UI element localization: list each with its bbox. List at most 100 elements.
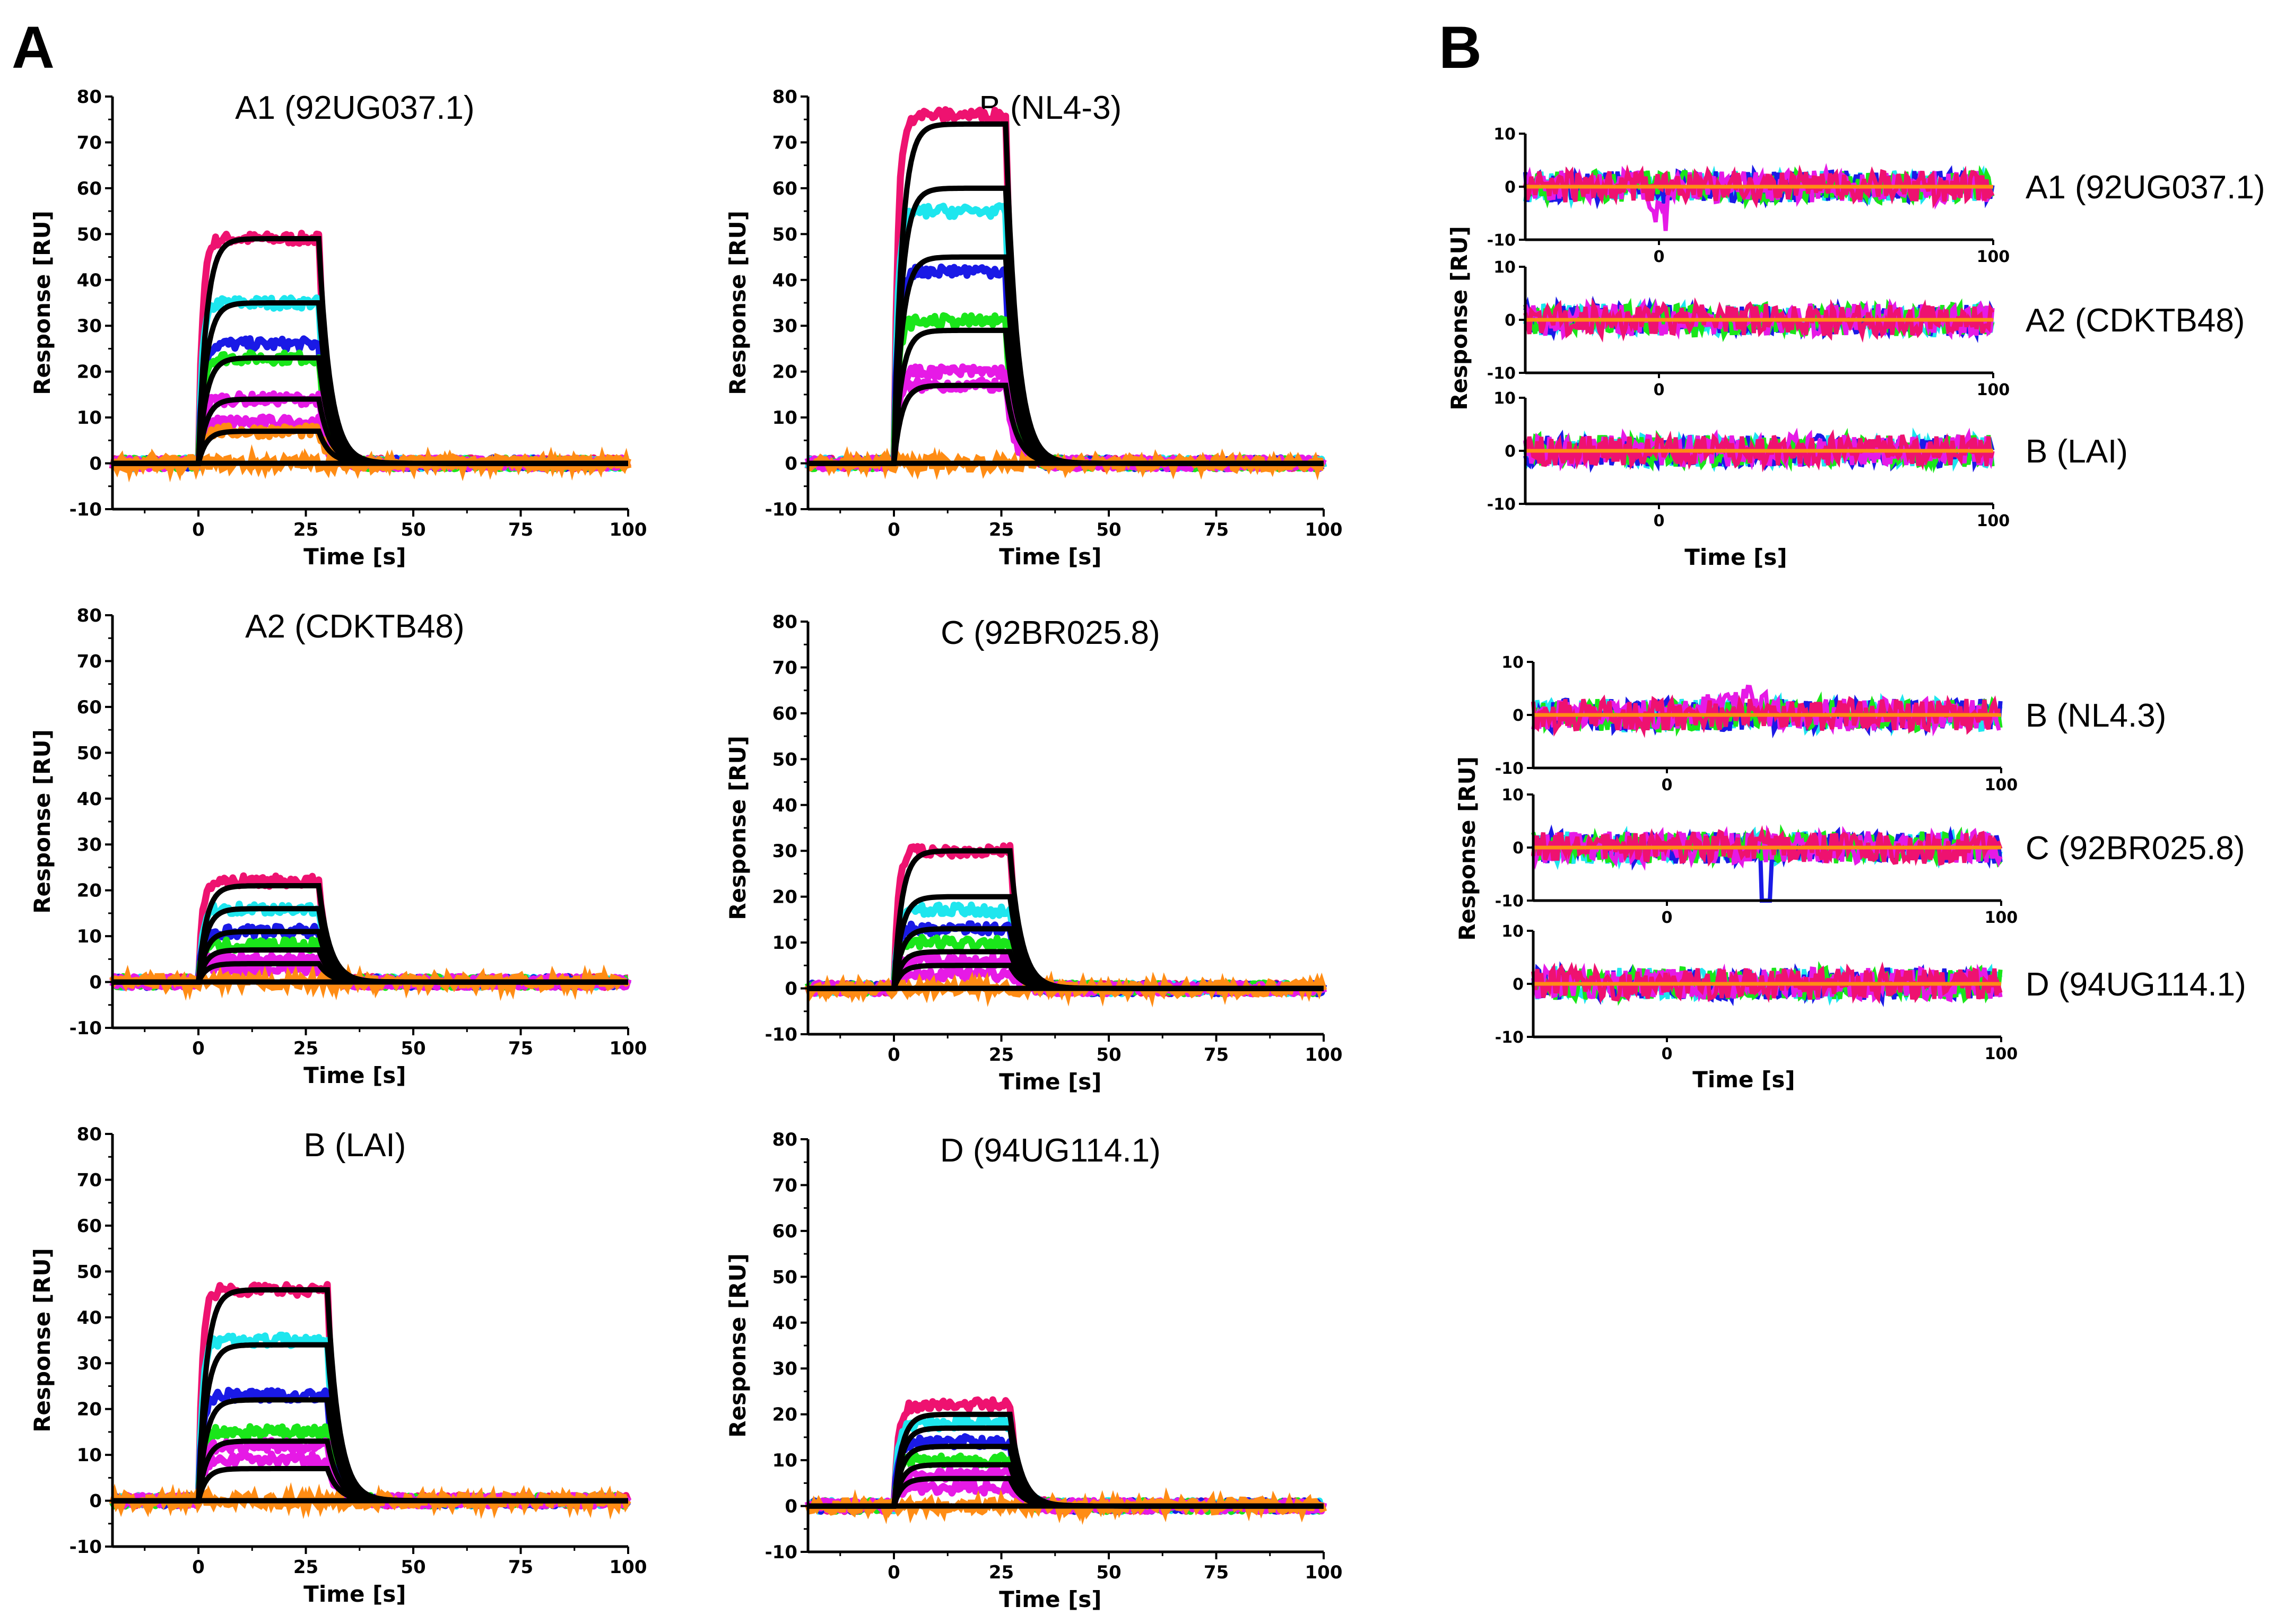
y-tick-label: 70 [772, 1175, 797, 1196]
x-tick-label: 50 [401, 1038, 425, 1059]
y-tick-label: 20 [77, 362, 102, 383]
x-tick-label: 50 [1096, 1044, 1121, 1066]
data-trace [109, 1331, 630, 1510]
chart-A1: A1 (92UG037.1) -10 0 10 20 30 40 50 60 70 80 0 25 50 7… [29, 86, 647, 570]
y-tick-label: 80 [77, 1124, 102, 1145]
x-tick-label: 0 [192, 519, 205, 540]
y-tick-label: 10 [77, 407, 102, 429]
x-tick-label: 25 [293, 1557, 318, 1578]
fit-curve [808, 1425, 1324, 1509]
chart-C: C (92BR025.8) -10 0 10 20 30 40 50 60 70 80 0 25 50 75… [725, 612, 1342, 1095]
y-tick-label: 80 [772, 86, 797, 108]
y-tick-label: -10 [69, 1536, 102, 1558]
fit-curve [112, 236, 628, 466]
x-tick-label: 100 [610, 519, 647, 540]
y-tick-label: 30 [772, 316, 797, 337]
y-tick-label: -10 [1495, 892, 1524, 911]
x-tick-label: 100 [1985, 909, 2018, 927]
x-tick-label: 0 [192, 1557, 205, 1578]
y-tick-label: -10 [69, 1018, 102, 1039]
y-tick-label: 80 [77, 86, 102, 108]
y-tick-label: 10 [772, 1450, 797, 1471]
y-tick-label: 30 [77, 834, 102, 855]
y-tick-label: 80 [77, 605, 102, 626]
y-tick-label: 10 [1501, 653, 1524, 672]
chart-B_LAI: B (LAI) -10 0 10 20 30 40 50 60 70 80 0 25 50 75 100 Tim… [29, 1124, 647, 1607]
y-tick-label: -10 [1495, 759, 1524, 778]
x-tick-label: 100 [1977, 248, 2010, 266]
y-tick-label: 40 [772, 270, 797, 291]
y-tick-label: 20 [772, 362, 797, 383]
x-tick-label: 75 [1204, 1562, 1229, 1583]
y-tick-label: -10 [765, 499, 797, 520]
y-tick-label: 30 [772, 841, 797, 862]
x-tick-label: 0 [888, 1562, 900, 1583]
x-tick-label: 25 [989, 1562, 1014, 1583]
y-tick-label: 40 [77, 1307, 102, 1329]
y-tick-label: 0 [1513, 706, 1524, 725]
y-tick-label: 0 [1505, 311, 1516, 330]
y-tick-label: 50 [772, 224, 797, 245]
x-tick-label: 100 [1977, 512, 2010, 530]
x-tick-label: 50 [401, 519, 425, 540]
y-tick-label: 60 [772, 178, 797, 199]
fit-curve [112, 300, 628, 466]
x-tick-label: 0 [1654, 512, 1665, 530]
y-tick-label: 0 [89, 1491, 102, 1512]
panel-label-b: B [1439, 14, 1482, 81]
fit-curve [808, 327, 1324, 466]
x-tick-label: 75 [508, 1038, 533, 1059]
residual-trace [1523, 164, 1995, 209]
y-tick-label: 10 [1493, 389, 1516, 408]
x-tick-label: 100 [1305, 1044, 1343, 1066]
x-tick-label: 25 [293, 519, 318, 540]
y-axis-label: Response [RU] [1454, 756, 1480, 941]
y-axis-label: Response [RU] [725, 736, 751, 920]
y-tick-label: 0 [1505, 442, 1516, 461]
y-tick-label: 0 [89, 972, 102, 993]
data-trace [805, 842, 1325, 998]
x-axis-label: Time [s] [303, 1062, 406, 1088]
x-axis-label: Time [s] [999, 544, 1101, 570]
y-tick-label: 20 [77, 880, 102, 902]
x-axis-label: Time [s] [1684, 544, 1787, 570]
data-trace [109, 230, 631, 473]
chart-title: A1 (92UG037.1) [235, 90, 474, 126]
fit-curve [808, 382, 1324, 466]
y-tick-label: 50 [77, 743, 102, 764]
y-tick-label: 60 [772, 1221, 797, 1242]
data-trace [805, 312, 1325, 473]
y-tick-label: 0 [785, 1496, 797, 1517]
chart-D: D (94UG114.1) -10 0 10 20 30 40 50 60 70 80 0 25 50 75… [725, 1129, 1342, 1612]
y-tick-label: 10 [77, 926, 102, 947]
fit-curve [112, 1342, 628, 1504]
y-tick-label: 80 [772, 612, 797, 633]
residual-label: C (92BR025.8) [2026, 830, 2245, 867]
y-axis-label: Response [RU] [29, 729, 55, 914]
residual-label: B (LAI) [2026, 433, 2128, 470]
y-tick-label: 70 [77, 1169, 102, 1191]
sensorgram-panels: A1 (92UG037.1) -10 0 10 20 30 40 50 60 70 80 0 25 50 7… [29, 86, 1342, 1612]
x-tick-label: 75 [508, 1557, 533, 1578]
y-tick-label: -10 [765, 1542, 797, 1563]
chart-title: A2 (CDKTB48) [245, 608, 464, 645]
fit-curve [112, 1287, 628, 1504]
fit-curve [808, 848, 1324, 991]
y-tick-label: 0 [1513, 975, 1524, 994]
y-tick-label: 60 [77, 1216, 102, 1237]
chart-title: D (94UG114.1) [940, 1132, 1161, 1169]
fit-curve [808, 1411, 1324, 1509]
x-axis-label: Time [s] [303, 1581, 406, 1607]
x-tick-label: 100 [1985, 1045, 2018, 1063]
y-tick-label: 70 [772, 657, 797, 678]
y-tick-label: 30 [77, 316, 102, 337]
x-tick-label: 100 [1305, 519, 1343, 540]
y-tick-label: 50 [77, 1261, 102, 1282]
y-tick-label: -10 [1487, 364, 1516, 383]
y-axis-label: Response [RU] [725, 1253, 751, 1438]
